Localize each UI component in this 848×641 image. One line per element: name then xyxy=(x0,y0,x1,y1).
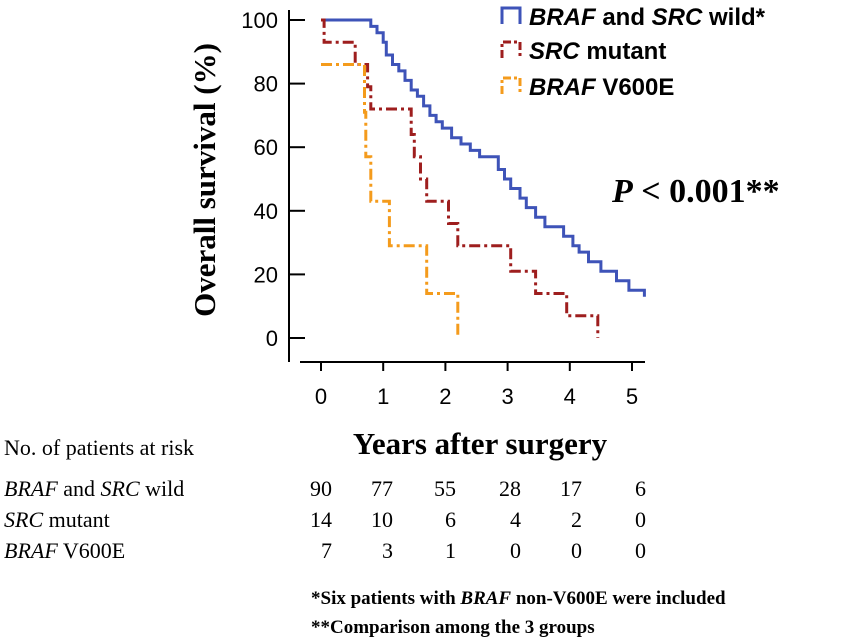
y-tick-label-80: 80 xyxy=(254,72,278,97)
risk-row-label-2: BRAF V600E xyxy=(4,538,125,563)
risk-value-1-5: 0 xyxy=(635,507,646,532)
legend-swatch-0 xyxy=(500,6,522,24)
y-tick-label-0: 0 xyxy=(266,326,278,351)
legend-label-2-part-1: V600E xyxy=(596,74,675,101)
x-tick-label-2: 2 xyxy=(439,384,451,409)
legend-label-2-part-0: BRAF xyxy=(529,74,597,101)
risk-row-label-2-part-0: BRAF xyxy=(4,538,58,563)
footnote-0-part-2: non-V600E were included xyxy=(511,588,726,609)
risk-row-label-2-part-1: V600E xyxy=(58,538,125,563)
x-tick-label-0: 0 xyxy=(315,384,327,409)
p-value-annotation: P < 0.001** xyxy=(611,173,780,210)
risk-value-2-3: 0 xyxy=(510,538,521,563)
legend-label-0: BRAF and SRC wild* xyxy=(529,4,766,31)
x-tick-label-5: 5 xyxy=(626,384,638,409)
legend-label-1-part-1: mutant xyxy=(580,38,667,65)
footnote-0-part-1: BRAF xyxy=(459,588,511,609)
risk-value-1-3: 4 xyxy=(510,507,521,532)
x-axis-label: Years after surgery xyxy=(353,426,608,461)
footnote-1-part-0: **Comparison among the 3 groups xyxy=(311,617,595,638)
risk-value-1-0: 14 xyxy=(310,507,332,532)
survival-curves xyxy=(321,18,646,338)
risk-value-0-1: 77 xyxy=(371,476,393,501)
legend-label-0-part-0: BRAF xyxy=(529,4,597,31)
survival-curve-1 xyxy=(321,18,600,338)
risk-row-label-0-part-0: BRAF xyxy=(4,476,58,501)
axes: 0 20 40 60 80 100 0 1 2 3 4 5 xyxy=(241,8,645,409)
x-tick-label-3: 3 xyxy=(501,384,513,409)
risk-value-1-1: 10 xyxy=(371,507,393,532)
risk-value-1-4: 2 xyxy=(571,507,582,532)
risk-row-label-0-part-3: wild xyxy=(140,476,185,501)
legend-label-1-part-0: SRC xyxy=(529,38,580,65)
risk-row-label-1: SRC mutant xyxy=(4,507,110,532)
legend-label-1: SRC mutant xyxy=(529,38,666,65)
risk-row-label-0: BRAF and SRC wild xyxy=(4,476,184,501)
survival-curve-0 xyxy=(321,18,646,297)
footnote-0: *Six patients with BRAF non-V600E were i… xyxy=(311,588,726,609)
risk-value-2-0: 7 xyxy=(321,538,332,563)
risk-value-0-4: 17 xyxy=(560,476,582,501)
legend-label-2: BRAF V600E xyxy=(529,74,674,101)
risk-value-2-4: 0 xyxy=(571,538,582,563)
footnotes: *Six patients with BRAF non-V600E were i… xyxy=(311,588,726,638)
risk-value-2-5: 0 xyxy=(635,538,646,563)
footnote-1: **Comparison among the 3 groups xyxy=(311,617,595,638)
risk-table-header: No. of patients at risk xyxy=(4,435,194,460)
x-tick-label-1: 1 xyxy=(377,384,389,409)
legend-label-0-part-2: SRC xyxy=(652,4,703,31)
risk-value-0-0: 90 xyxy=(310,476,332,501)
p-value-symbol: P xyxy=(611,173,633,210)
x-tick-label-4: 4 xyxy=(564,384,576,409)
risk-value-2-1: 3 xyxy=(382,538,393,563)
risk-value-1-2: 6 xyxy=(445,507,456,532)
legend-swatch-1 xyxy=(500,40,522,58)
y-tick-label-100: 100 xyxy=(241,8,278,33)
p-value-text: < 0.001** xyxy=(633,173,780,210)
y-tick-label-20: 20 xyxy=(254,262,278,287)
risk-value-0-5: 6 xyxy=(635,476,646,501)
y-tick-label-60: 60 xyxy=(254,135,278,160)
legend-label-0-part-1: and xyxy=(596,4,652,31)
risk-value-0-2: 55 xyxy=(434,476,456,501)
y-tick-label-40: 40 xyxy=(254,199,278,224)
risk-row-label-0-part-1: and xyxy=(58,476,101,501)
risk-row-label-1-part-1: mutant xyxy=(43,507,110,532)
legend-label-0-part-3: wild* xyxy=(702,4,765,31)
survival-curve-2 xyxy=(321,63,460,338)
footnote-0-part-0: *Six patients with xyxy=(311,588,460,609)
risk-row-label-1-part-0: SRC xyxy=(4,507,43,532)
risk-value-0-3: 28 xyxy=(499,476,521,501)
legend-swatch-2 xyxy=(500,76,522,94)
risk-row-label-0-part-2: SRC xyxy=(101,476,140,501)
risk-value-2-2: 1 xyxy=(445,538,456,563)
y-axis-label: Overall survival (%) xyxy=(187,43,222,317)
